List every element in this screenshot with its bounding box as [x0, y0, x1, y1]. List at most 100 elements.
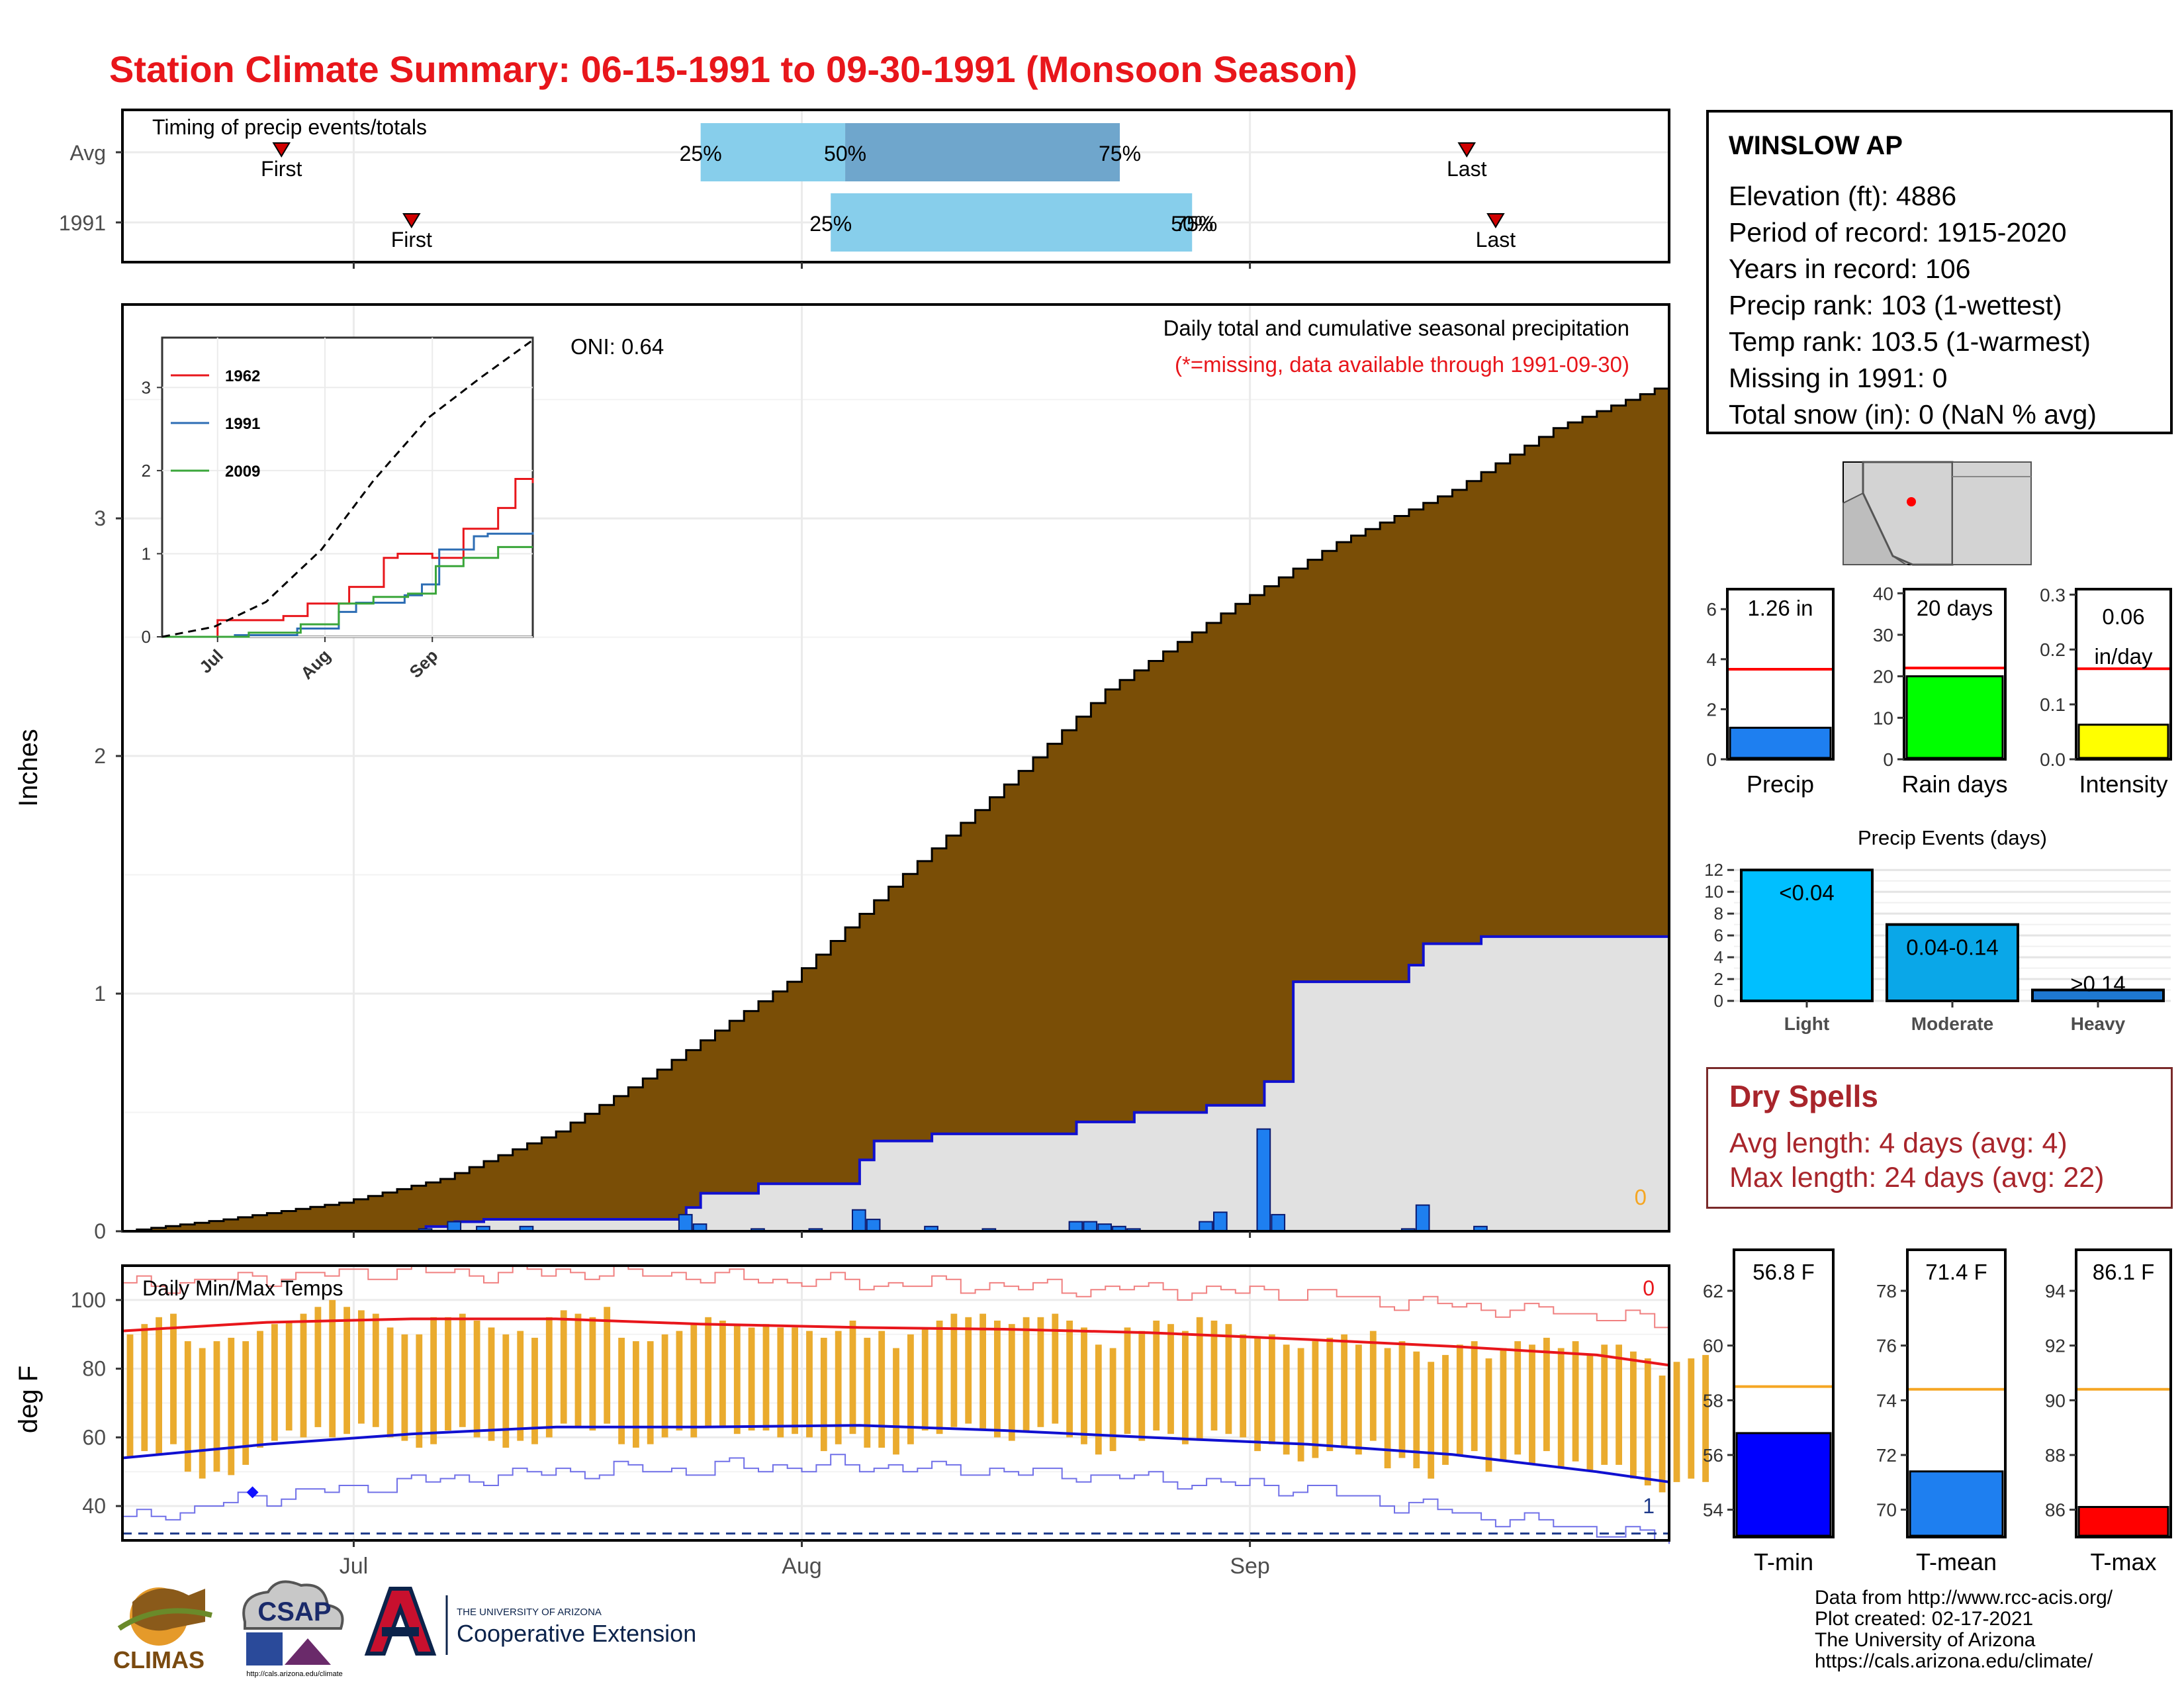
temps-daily-bar: [1109, 1348, 1116, 1452]
temps-daily-bar: [545, 1317, 553, 1438]
mini-y-tick-label-tmean_avg: 70: [1876, 1500, 1897, 1521]
temps-daily-bar: [285, 1321, 293, 1430]
temps-daily-bar: [343, 1307, 350, 1434]
events-bar-label: 0.04-0.14: [1906, 935, 1998, 960]
precip-chart-subtitle: (*=missing, data available through 1991-…: [1175, 352, 1629, 377]
temps-daily-bar: [792, 1327, 798, 1434]
temps-daily-bar: [1471, 1341, 1478, 1452]
timing-year-p25-label: 25%: [809, 212, 852, 236]
temps-daily-bar: [488, 1327, 495, 1441]
mini-category-label-season_precip: Precip: [1747, 771, 1814, 798]
station-period: Period of record: 1915-2020: [1729, 217, 2067, 248]
dry-spells-box: Dry Spells Avg length: 4 days (avg: 4) M…: [1706, 1067, 2173, 1209]
timing-year-first-label: First: [391, 228, 432, 252]
temps-daily-bar: [1398, 1341, 1406, 1458]
temps-daily-bar: [257, 1331, 263, 1448]
timing-avg-bar-25-50: [700, 123, 846, 181]
temps-x-tick-label: Aug: [782, 1554, 822, 1579]
credit-data-source: Data from http://www.rcc-acis.org/: [1815, 1587, 2113, 1609]
temps-daily-bar: [1037, 1317, 1044, 1427]
inset-legend-label: 1991: [225, 415, 260, 433]
temps-daily-bar: [1052, 1313, 1059, 1424]
csap-url: http://cals.arizona.edu/climate: [246, 1670, 343, 1678]
precip-daily-bar: [1083, 1221, 1098, 1232]
mini-value-label-season_precip: 1.26 in: [1747, 596, 1813, 620]
temps-daily-bar: [401, 1334, 408, 1441]
temps-daily-bar: [1514, 1341, 1522, 1455]
credit-university: The University of Arizona: [1815, 1629, 2036, 1651]
precip-y-tick-label: 3: [94, 506, 106, 530]
inset-avg-line: [161, 339, 533, 638]
inset-y-tick-label: 2: [142, 461, 151, 481]
temps-daily-bar: [560, 1310, 567, 1424]
precip-daily-bar: [678, 1213, 693, 1233]
temps-count-top: 0: [1643, 1276, 1655, 1300]
temps-daily-bar: [1442, 1354, 1449, 1465]
mini-value-label-intensity: 0.06: [2102, 604, 2144, 629]
temps-daily-bar: [1369, 1331, 1377, 1441]
map-neighbor-east: [1952, 461, 2032, 565]
timing-frame: [121, 109, 1670, 263]
temps-daily-bar: [1283, 1344, 1290, 1455]
timing-year-bar-25-75: [831, 193, 1193, 252]
ua-logo-line1: THE UNIVERSITY OF ARIZONA: [457, 1607, 602, 1618]
mini-category-label-intensity: Intensity: [2079, 771, 2167, 798]
temps-record-max-line: [122, 1265, 1670, 1331]
mini-bar-season_precip: [1729, 726, 1832, 759]
temps-daily-bar: [502, 1334, 510, 1448]
temps-daily-bar: [199, 1348, 206, 1479]
events-y-tick-label: 6: [1714, 925, 1723, 945]
temps-daily-bar: [1254, 1337, 1261, 1452]
dry-spells-avg: Avg length: 4 days (avg: 4): [1729, 1127, 2068, 1159]
inset-y-tick-label: 3: [142, 377, 151, 397]
temps-daily-bar: [1240, 1334, 1247, 1438]
temps-x-tick-label: Sep: [1230, 1554, 1270, 1579]
mini-y-tick-label-season_precip: 6: [1706, 599, 1717, 620]
temps-daily-bar: [1210, 1321, 1218, 1430]
temps-daily-bar: [574, 1313, 582, 1427]
mini-y-tick-label-rain_days: 0: [1883, 749, 1893, 770]
temps-daily-bar: [705, 1317, 711, 1427]
ua-logo: THE UNIVERSITY OF ARIZONA Cooperative Ex…: [364, 1587, 696, 1656]
temps-daily-bar: [994, 1321, 1001, 1438]
timing-title: Timing of precip events/totals: [152, 115, 427, 139]
temps-daily-bar: [213, 1341, 220, 1472]
temps-daily-bar: [1673, 1362, 1680, 1482]
temps-daily-bar: [1081, 1327, 1087, 1444]
timing-avg-p25-label: 25%: [680, 142, 722, 165]
mini-y-tick-label-tmean_avg: 76: [1876, 1336, 1897, 1356]
temps-daily-bar: [329, 1299, 336, 1438]
temps-daily-bar: [777, 1327, 784, 1438]
timing-row-label-avg: Avg: [69, 141, 106, 165]
timing-avg-last-marker: [1457, 142, 1476, 158]
events-chart-title: Precip Events (days): [1858, 826, 2047, 849]
mini-value-label-tmean_avg: 71.4 F: [1925, 1260, 1987, 1284]
temps-daily-bar: [849, 1321, 856, 1434]
station-temp-rank: Temp rank: 103.5 (1-warmest): [1729, 326, 2091, 357]
temps-daily-bar: [141, 1324, 148, 1452]
precip-daily-bar: [1256, 1128, 1271, 1232]
temps-daily-bar: [1196, 1317, 1203, 1441]
temps-daily-bar: [1630, 1351, 1637, 1479]
events-y-tick-label: 8: [1714, 904, 1723, 923]
mini-y-tick-label-rain_days: 30: [1873, 625, 1893, 645]
events-category-label: Light: [1784, 1013, 1829, 1034]
temps-daily-bar: [156, 1317, 162, 1455]
temps-daily-bar: [936, 1321, 943, 1434]
temps-daily-bar: [950, 1313, 958, 1427]
events-category-label: Heavy: [2071, 1013, 2126, 1034]
mini-y-tick-label-rain_days: 20: [1873, 667, 1893, 687]
precip-daily-bar: [852, 1209, 866, 1232]
events-y-tick-label: 0: [1714, 991, 1723, 1011]
temps-daily-bar: [820, 1337, 827, 1452]
temps-daily-bar: [1297, 1348, 1304, 1462]
temps-daily-bar: [1500, 1348, 1507, 1462]
temps-daily-bar: [170, 1313, 177, 1444]
temps-daily-bar: [1413, 1351, 1420, 1469]
events-y-tick-label: 4: [1714, 947, 1723, 967]
mini-y-tick-label-tmax_avg: 94: [2045, 1281, 2066, 1301]
timing-avg-first-label: First: [261, 157, 302, 181]
temps-daily-bar: [445, 1317, 451, 1430]
inset-series-1962: [162, 477, 534, 638]
